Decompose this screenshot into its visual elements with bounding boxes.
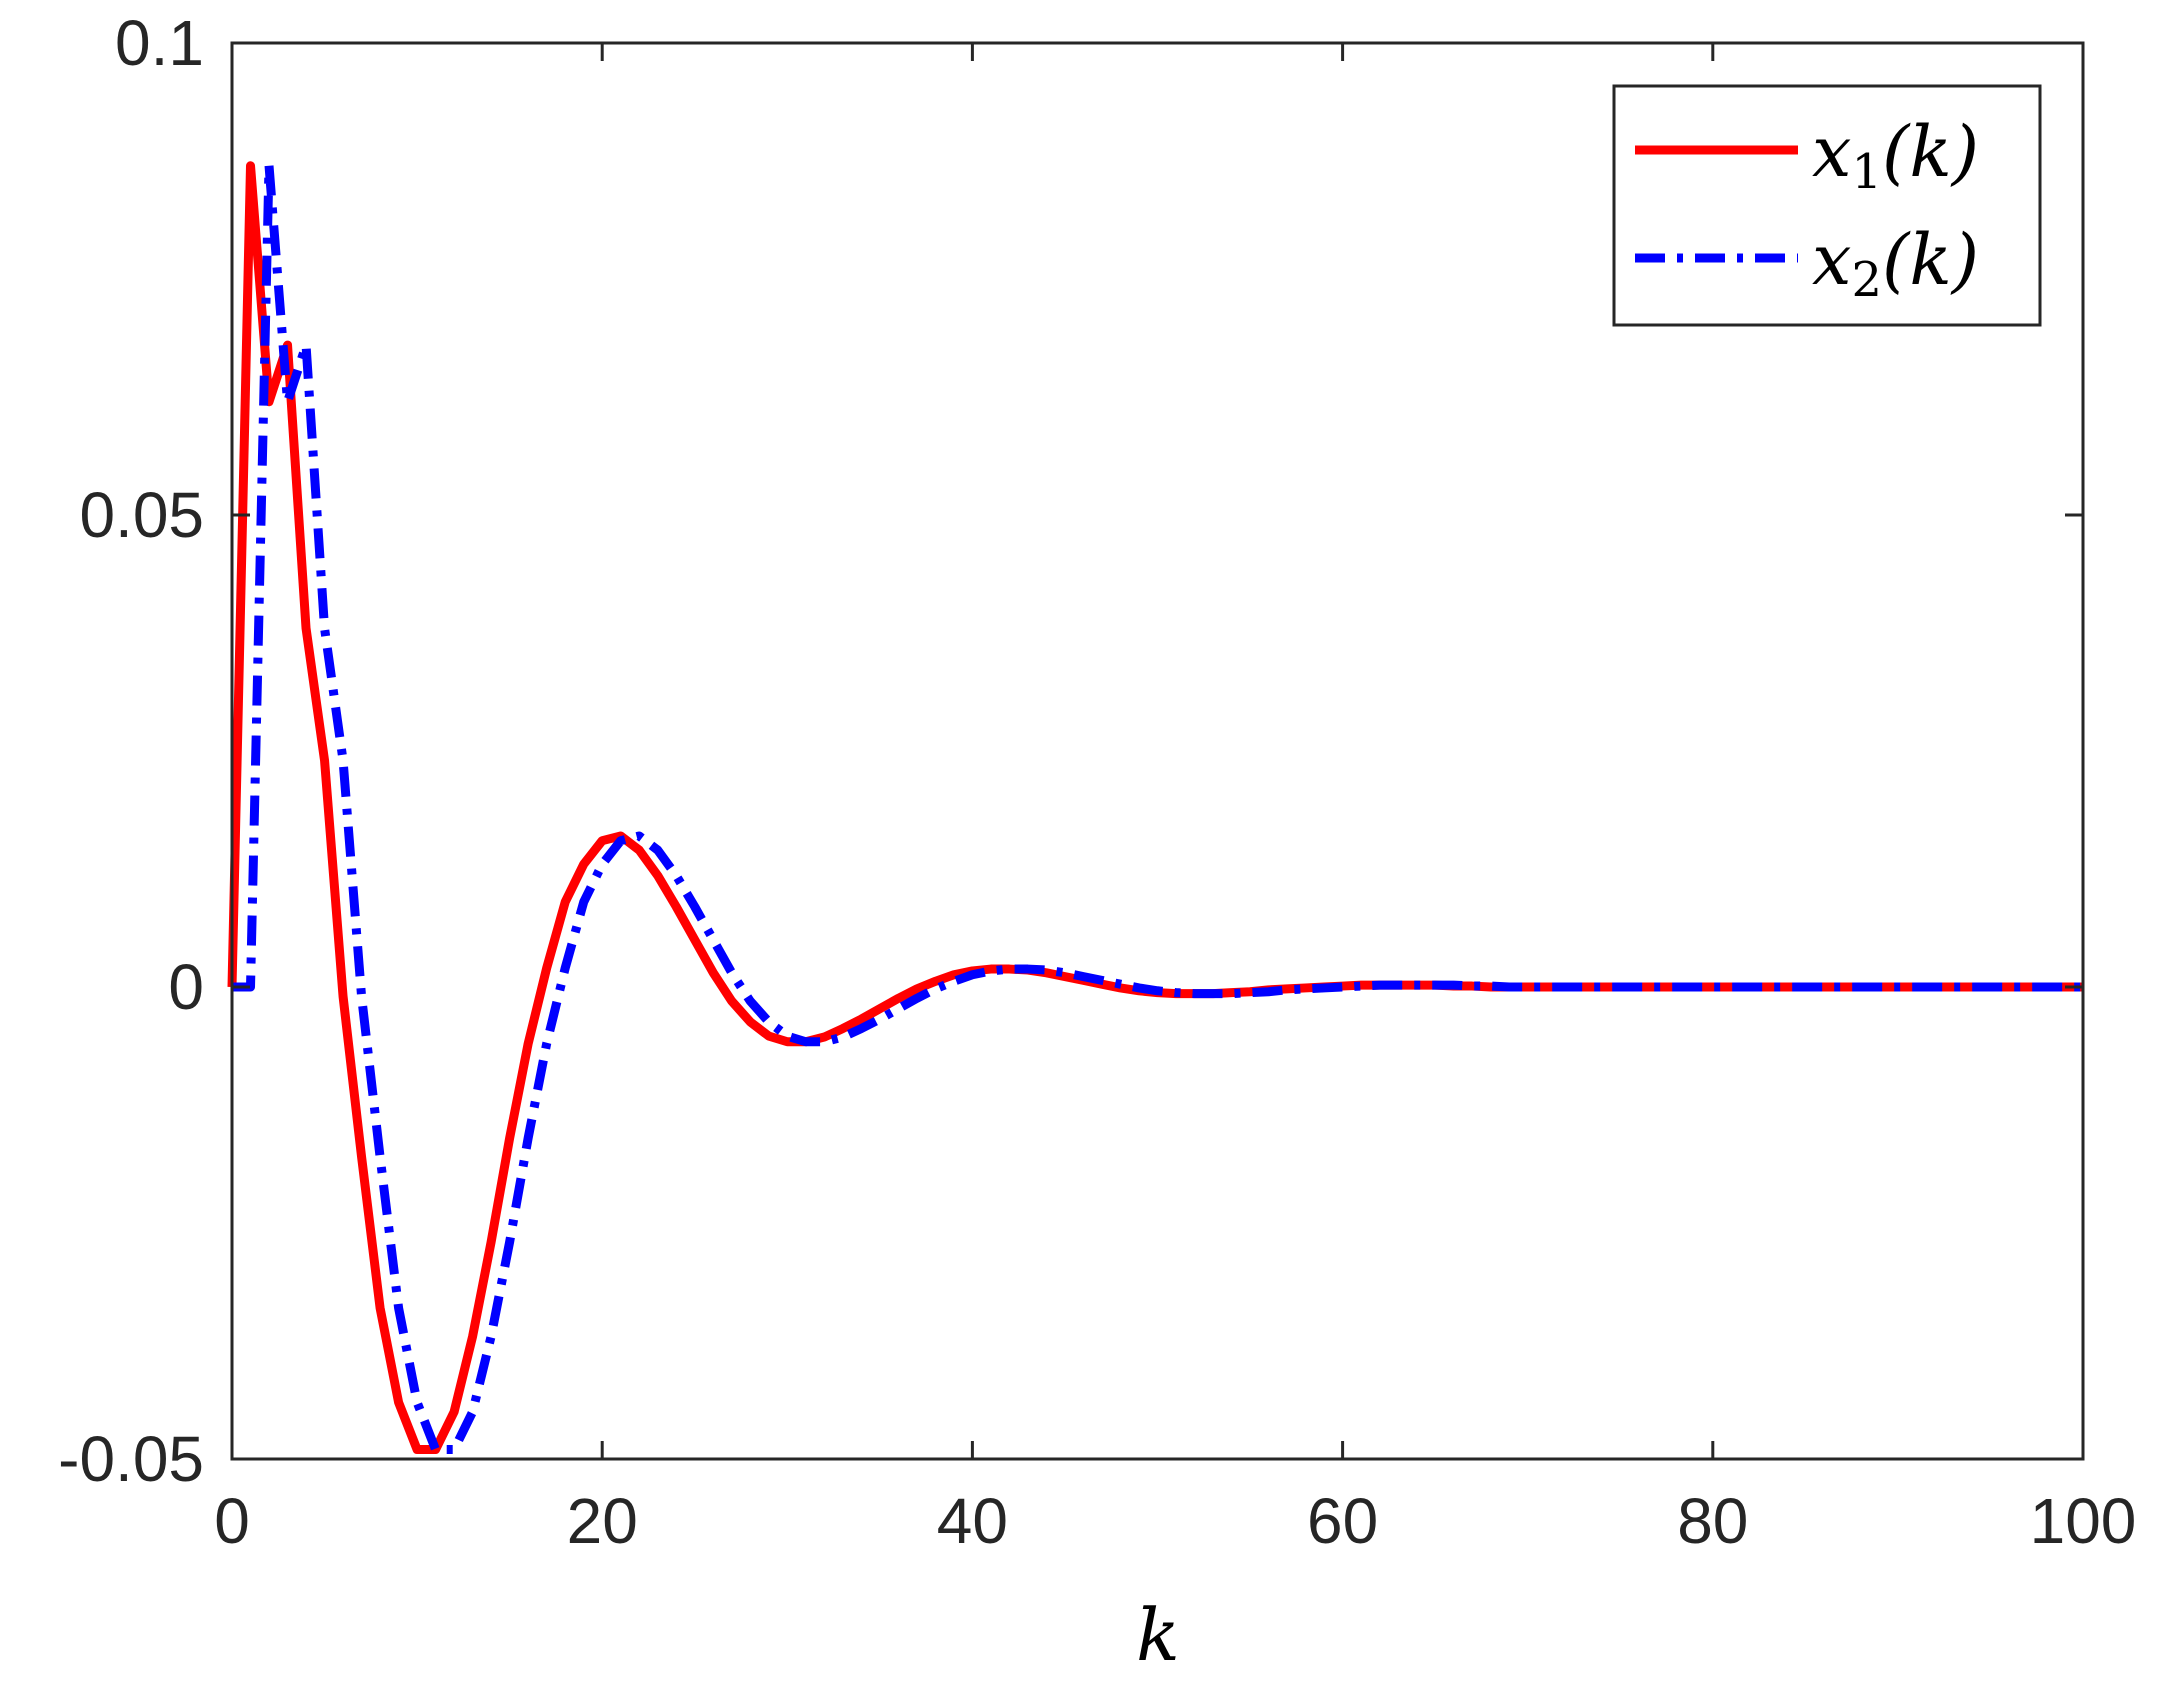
legend: x1(k) x2(k) — [1612, 84, 2042, 327]
y-tick-label: -0.05 — [58, 1423, 204, 1495]
legend-label-x1: x1(k) — [1812, 111, 1979, 200]
legend-box — [1612, 84, 2042, 327]
x-tick-label: 80 — [1677, 1485, 1748, 1557]
y-tick-label: 0 — [168, 951, 204, 1023]
x-tick-label: 20 — [567, 1485, 638, 1557]
x-tick-label: 0 — [214, 1485, 250, 1557]
series-layer — [227, 161, 2083, 1455]
x-tick-label: 40 — [937, 1485, 1008, 1557]
x-tick-label: 100 — [2030, 1485, 2137, 1557]
x-tick-label: 60 — [1307, 1485, 1378, 1557]
axes-box — [230, 41, 2085, 1461]
legend-label-x2: x2(k) — [1812, 219, 1979, 308]
y-tick-label: 0.1 — [115, 7, 204, 79]
x-axis-label: k — [1136, 1593, 1180, 1677]
y-tick-label: 0.05 — [79, 479, 204, 551]
series-line-2 — [232, 161, 2083, 1455]
